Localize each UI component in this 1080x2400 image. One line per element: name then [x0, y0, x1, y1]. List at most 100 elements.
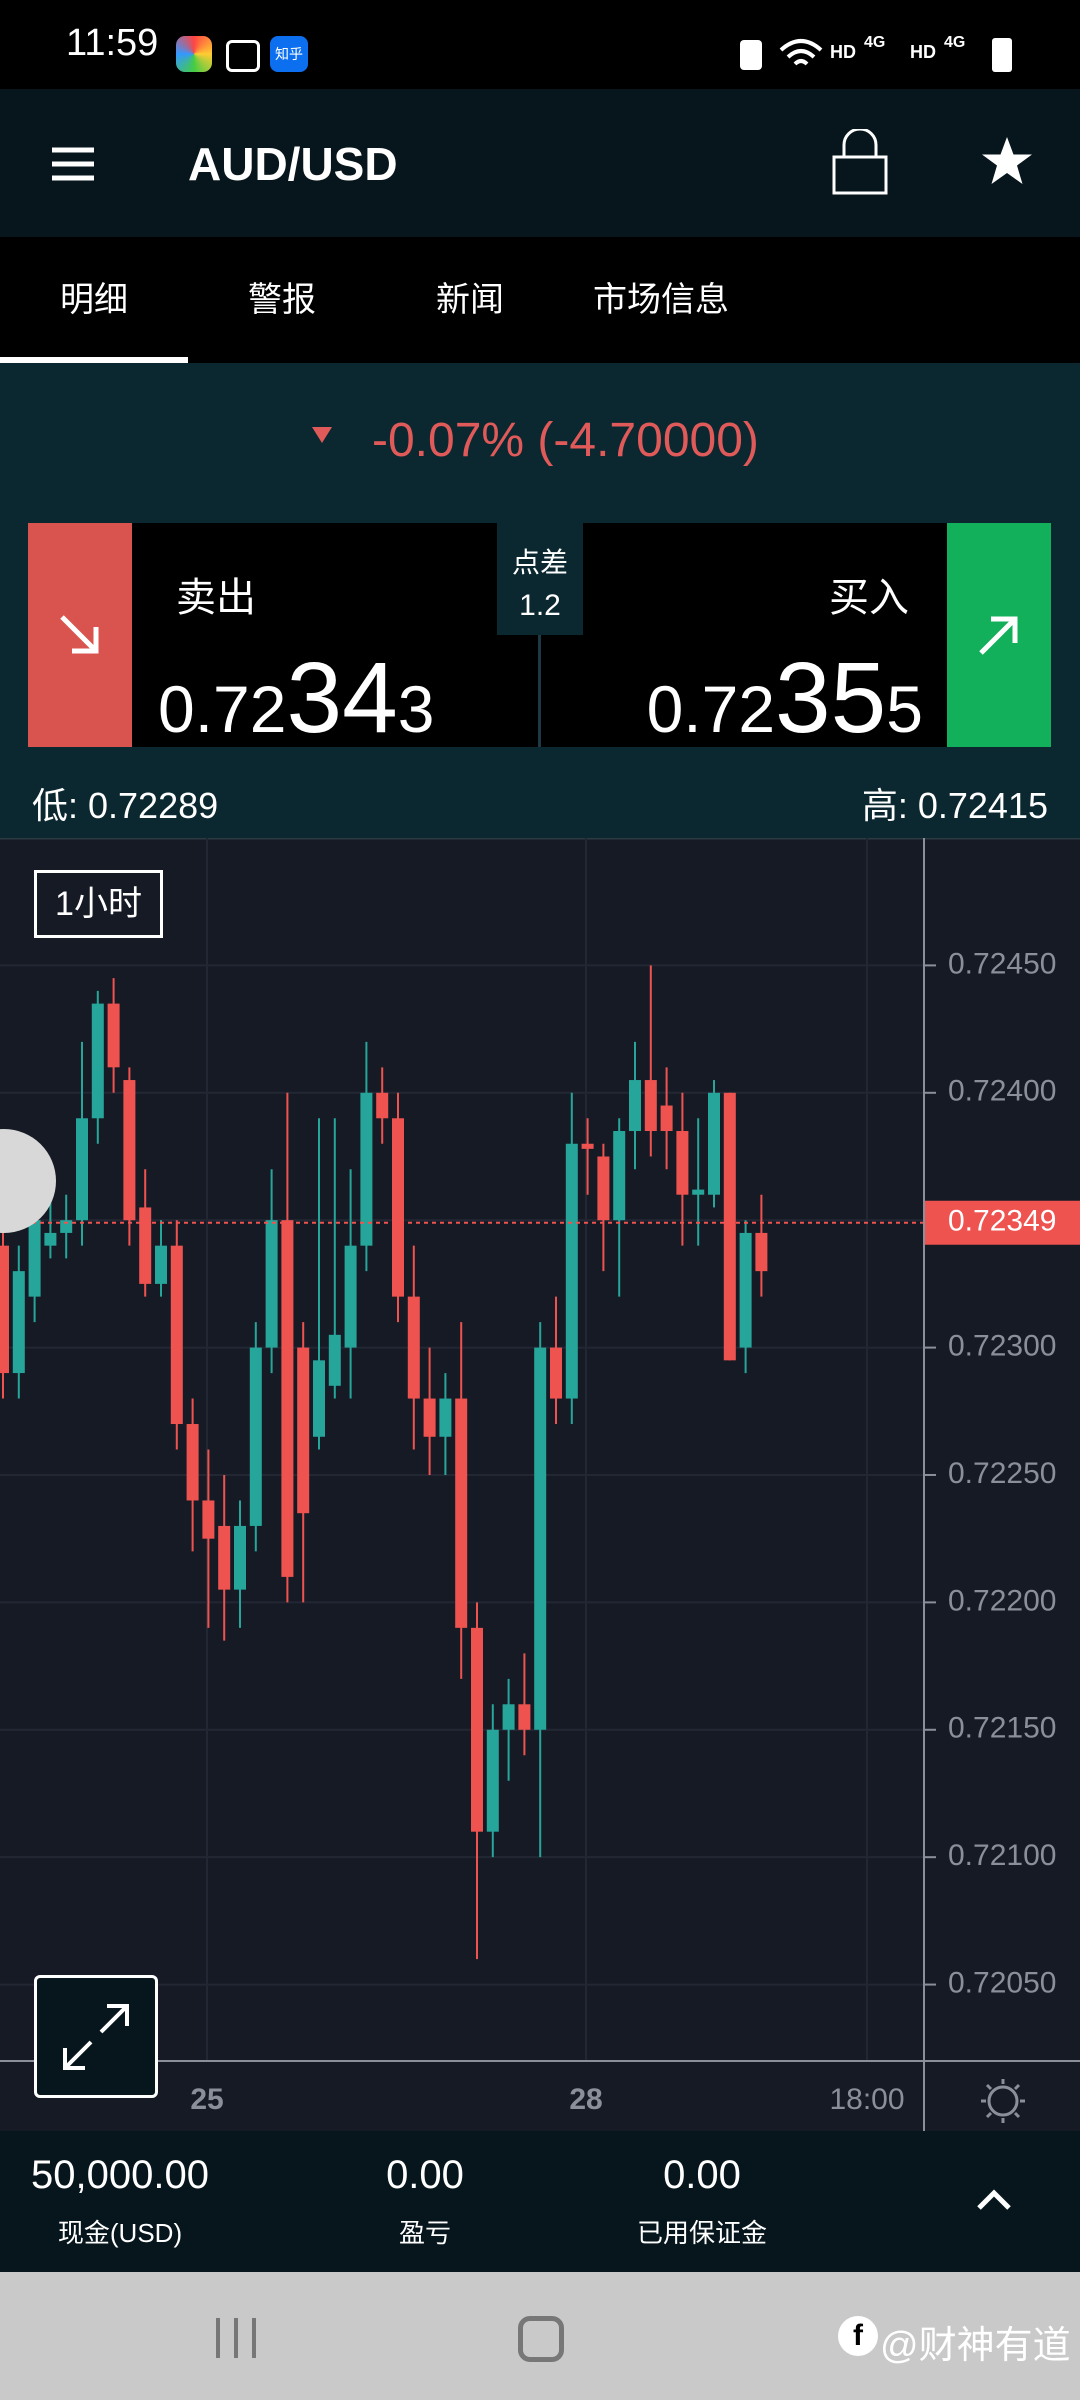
home-button[interactable]	[518, 2316, 564, 2362]
app-icon: 知乎	[270, 36, 308, 72]
candle-body	[123, 1080, 136, 1221]
candle-body	[28, 1220, 41, 1297]
candle-body	[629, 1080, 641, 1132]
tab[interactable]: 市场信息	[593, 281, 729, 319]
x-tick-label: 28	[569, 2083, 602, 2116]
y-tick-label: 0.72400	[948, 1075, 1056, 1108]
candle-body	[234, 1525, 246, 1590]
candle-body	[297, 1347, 310, 1514]
candle-body	[170, 1245, 183, 1425]
price-change: -0.07% (-4.70000)	[372, 414, 759, 467]
price-part: 5	[886, 672, 923, 746]
clock: 11:59	[66, 22, 159, 64]
margin-label: 已用保证金	[636, 2218, 767, 2248]
candle-body	[0, 1245, 9, 1374]
candle-body	[644, 1080, 657, 1132]
candle-body	[91, 1003, 104, 1119]
account-bar: 50,000.00 现金(USD) 0.00 盈亏 0.00 已用保证金	[0, 2131, 1080, 2272]
app-icon	[176, 36, 212, 72]
candle-body	[107, 1003, 120, 1068]
net-label: 4G	[864, 34, 886, 51]
menu-button[interactable]	[52, 147, 94, 181]
y-tick-label: 0.72050	[948, 1966, 1056, 1999]
wifi-icon	[779, 39, 823, 66]
candle-body	[60, 1220, 73, 1233]
sell-button[interactable]	[28, 523, 132, 747]
navigation-bar: f @财神有道	[0, 2272, 1080, 2400]
favorite-button[interactable]	[980, 135, 1034, 187]
candle-body	[281, 1220, 294, 1577]
buy-button[interactable]	[947, 523, 1051, 747]
timeframe-button[interactable]: 1小时	[34, 870, 163, 938]
candle-body	[139, 1207, 152, 1284]
candle-body	[502, 1704, 515, 1730]
watermark: @财神有道	[880, 2325, 1071, 2367]
candle-body	[581, 1143, 594, 1149]
icon	[740, 40, 762, 70]
candle-body	[249, 1347, 262, 1526]
low-price: 低: 0.72289	[32, 785, 219, 826]
lock-button[interactable]	[832, 129, 888, 195]
status-bar: 11:59 知乎 HD 4G HD 4G	[0, 0, 1080, 89]
net-label: HD	[910, 42, 936, 62]
sell-price: 0.72343	[158, 641, 434, 756]
candle-body	[376, 1092, 389, 1119]
candle-body	[407, 1296, 420, 1399]
candle-body	[471, 1627, 483, 1832]
candle-body	[344, 1245, 357, 1348]
candle-body	[439, 1398, 452, 1437]
expand-up-button[interactable]	[976, 2187, 1012, 2211]
candle-body	[12, 1271, 25, 1374]
recent-apps-button[interactable]	[214, 2316, 258, 2360]
candle-body	[692, 1189, 705, 1195]
buy-arrow	[979, 616, 1018, 655]
high-price: 高: 0.72415	[861, 785, 1048, 826]
settings-icon[interactable]	[981, 2079, 1025, 2123]
sell-panel[interactable]: 卖出 0.72343	[132, 523, 538, 754]
candle-body	[550, 1347, 562, 1399]
margin-value: 0.00	[663, 2153, 741, 2197]
axis: 252818:000.724500.724000.723500.723000.7…	[0, 947, 1080, 2116]
candle-body	[597, 1156, 610, 1221]
candle-body	[723, 1092, 736, 1361]
pnl-label: 盈亏	[398, 2218, 451, 2248]
candle-body	[186, 1424, 199, 1501]
buy-label: 买入	[829, 576, 909, 620]
x-tick-label: 25	[190, 2083, 223, 2116]
buy-price: 0.72355	[647, 641, 923, 756]
price-part: 35	[775, 642, 887, 754]
tab[interactable]: 警报	[248, 281, 316, 319]
quote-section: -0.07% (-4.70000) 卖出 0.72343 买入 0.72355 …	[0, 363, 1080, 838]
candle-body	[455, 1398, 468, 1628]
candle-body	[755, 1232, 768, 1272]
y-tick-label: 0.72100	[948, 1839, 1056, 1872]
candle-body	[613, 1131, 626, 1221]
cash-value: 50,000.00	[31, 2153, 209, 2197]
y-tick-label: 0.72200	[948, 1584, 1056, 1617]
divider	[538, 623, 541, 747]
net-label: HD	[830, 42, 856, 62]
price-part: 3	[397, 672, 435, 746]
battery-icon	[992, 38, 1012, 72]
candle-body	[534, 1347, 547, 1730]
x-tick-label: 18:00	[829, 2083, 904, 2116]
candle-body	[486, 1729, 499, 1832]
buy-panel[interactable]: 买入 0.72355	[541, 523, 947, 754]
candle-body	[739, 1232, 752, 1348]
price-part: 0.72	[646, 672, 776, 746]
tab[interactable]: 明细	[60, 281, 128, 319]
candle-body	[44, 1232, 57, 1246]
fullscreen-button[interactable]	[34, 1975, 158, 2098]
app-header: AUD/USD	[0, 89, 1080, 237]
candle-body	[76, 1118, 88, 1221]
candle-body	[676, 1131, 689, 1195]
sell-label: 卖出	[176, 576, 256, 620]
candle-body	[708, 1092, 720, 1195]
candle-body	[392, 1118, 404, 1297]
drag-handle[interactable]	[0, 1129, 56, 1233]
net-label: 4G	[944, 34, 966, 51]
tab-indicator	[0, 357, 188, 363]
tab[interactable]: 新闻	[436, 281, 504, 319]
candle-body	[360, 1092, 373, 1246]
